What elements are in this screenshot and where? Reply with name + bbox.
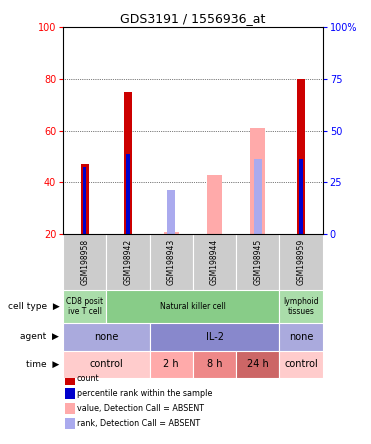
Text: lymphoid
tissues: lymphoid tissues [283, 297, 319, 316]
Bar [236, 351, 279, 378]
Bar [250, 128, 265, 234]
Bar [65, 418, 75, 429]
Text: none: none [94, 332, 119, 342]
Bar [167, 190, 175, 234]
Text: GSM198958: GSM198958 [80, 239, 89, 285]
Bar [299, 159, 303, 234]
Text: count: count [77, 374, 99, 384]
Bar [279, 351, 323, 378]
Text: GSM198943: GSM198943 [167, 239, 176, 285]
Text: cell type  ▶: cell type ▶ [8, 302, 59, 311]
Bar [150, 351, 193, 378]
Text: control: control [89, 359, 123, 369]
Text: Natural killer cell: Natural killer cell [160, 302, 226, 311]
Text: agent  ▶: agent ▶ [20, 333, 59, 341]
Text: GSM198944: GSM198944 [210, 239, 219, 285]
Bar [65, 373, 75, 385]
Bar [65, 403, 75, 414]
Text: GSM198959: GSM198959 [297, 239, 306, 285]
Bar [126, 154, 130, 234]
Text: time  ▶: time ▶ [26, 360, 59, 369]
Bar [83, 167, 86, 234]
Bar [63, 323, 150, 351]
Text: GSM198942: GSM198942 [124, 239, 132, 285]
Bar [193, 351, 236, 378]
Bar [63, 234, 106, 289]
Bar [164, 232, 179, 234]
Text: control: control [284, 359, 318, 369]
Text: 2 h: 2 h [164, 359, 179, 369]
Bar [81, 164, 89, 234]
Title: GDS3191 / 1556936_at: GDS3191 / 1556936_at [120, 12, 266, 25]
Bar [193, 234, 236, 289]
Bar [150, 234, 193, 289]
Text: none: none [289, 332, 313, 342]
Bar [124, 91, 132, 234]
Bar [254, 159, 262, 234]
Bar [279, 289, 323, 323]
Text: IL-2: IL-2 [206, 332, 224, 342]
Text: CD8 posit
ive T cell: CD8 posit ive T cell [66, 297, 103, 316]
Text: GSM198945: GSM198945 [253, 239, 262, 285]
Bar [150, 323, 279, 351]
Bar [279, 323, 323, 351]
Text: value, Detection Call = ABSENT: value, Detection Call = ABSENT [77, 404, 204, 413]
Bar [63, 289, 106, 323]
Bar [297, 79, 305, 234]
Text: 24 h: 24 h [247, 359, 269, 369]
Bar [207, 174, 222, 234]
Bar [106, 234, 150, 289]
Text: percentile rank within the sample: percentile rank within the sample [77, 389, 212, 398]
Text: 8 h: 8 h [207, 359, 222, 369]
Bar [63, 351, 150, 378]
Bar [279, 234, 323, 289]
Bar [236, 234, 279, 289]
Bar [65, 388, 75, 400]
Text: rank, Detection Call = ABSENT: rank, Detection Call = ABSENT [77, 419, 200, 428]
Bar [106, 289, 279, 323]
